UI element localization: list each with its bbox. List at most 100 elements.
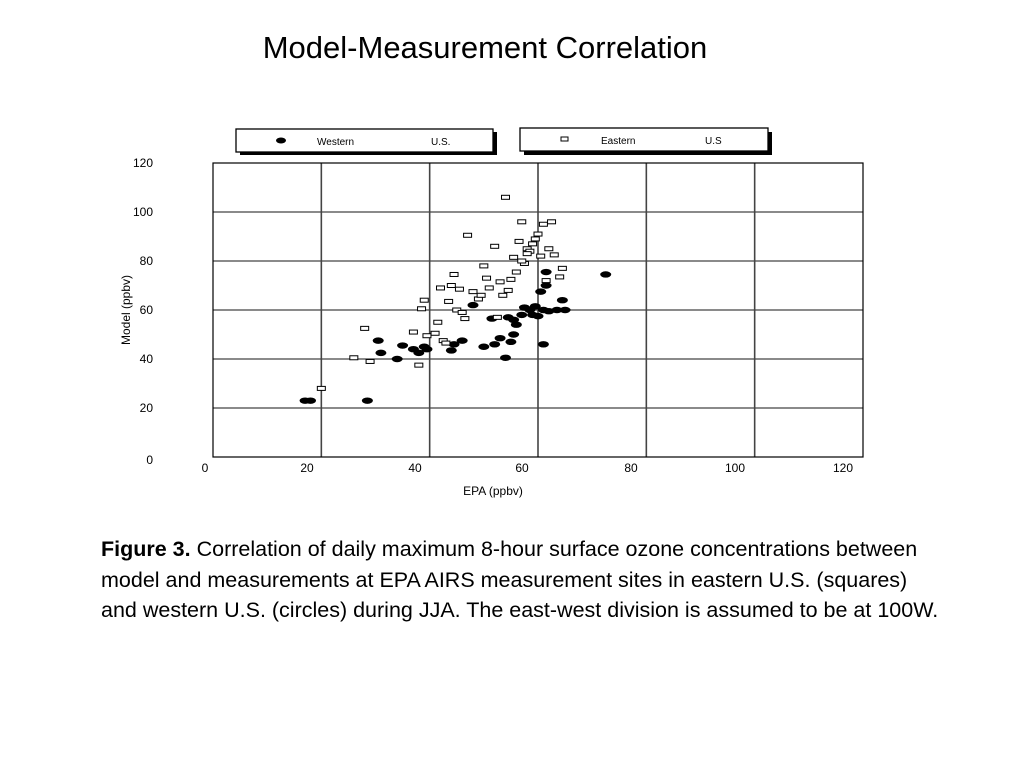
- y-axis-label: Model (ppbv): [119, 275, 133, 345]
- data-point-eastern: [463, 232, 473, 238]
- series-western: [299, 268, 612, 404]
- y-tick-label: 60: [140, 303, 154, 317]
- data-point-western: [372, 337, 384, 344]
- y-tick-label: 80: [140, 254, 154, 268]
- data-point-eastern: [555, 274, 565, 280]
- data-point-western: [559, 306, 571, 314]
- y-tick-label: 20: [140, 401, 154, 415]
- data-point-western: [391, 355, 403, 363]
- data-point-eastern: [422, 333, 432, 339]
- data-point-eastern: [547, 219, 557, 225]
- data-point-western: [305, 397, 316, 404]
- data-point-eastern: [495, 279, 505, 285]
- data-point-western: [361, 397, 373, 404]
- data-point-eastern: [490, 243, 500, 249]
- data-point-western: [551, 306, 563, 314]
- x-tick-label: 80: [624, 461, 638, 475]
- scatter-chart: Western U.S. Eastern U.S 0 20 40 60 80 100 120…: [119, 127, 864, 498]
- data-point-eastern: [514, 238, 524, 244]
- legend-marker-circle: [276, 137, 286, 144]
- slide-title: Model-Measurement Correlation: [262, 30, 708, 65]
- data-point-eastern: [430, 330, 440, 336]
- data-point-eastern: [506, 276, 516, 282]
- data-point-western: [516, 311, 528, 319]
- legend-label-western-us: U.S.: [431, 137, 450, 148]
- data-point-eastern: [484, 285, 494, 291]
- y-tick-labels: 0 20 40 60 80 100 120: [133, 156, 153, 467]
- data-point-western: [500, 354, 511, 361]
- data-point-eastern: [492, 314, 502, 320]
- y-tick-label: 100: [133, 205, 153, 219]
- caption-text: Correlation of daily maximum 8-hour surf…: [101, 537, 939, 622]
- data-point-western: [529, 303, 541, 310]
- data-point-eastern: [533, 231, 543, 237]
- legend: Western U.S. Eastern U.S: [235, 127, 772, 155]
- legend-box: [235, 128, 494, 153]
- data-point-eastern: [544, 246, 554, 252]
- x-axis-label: EPA (ppbv): [463, 484, 523, 498]
- y-tick-label: 120: [133, 156, 153, 170]
- caption-label: Figure 3.: [101, 537, 191, 561]
- data-point-western: [489, 341, 501, 348]
- data-point-western: [540, 268, 552, 276]
- data-point-western: [445, 347, 457, 354]
- data-point-western: [532, 312, 544, 320]
- legend-label-eastern: Eastern: [601, 136, 635, 147]
- x-tick-labels: 0 20 40 60 80 100 120: [202, 461, 854, 475]
- data-point-western: [494, 334, 506, 342]
- data-point-eastern: [468, 289, 478, 295]
- y-tick-label: 0: [146, 453, 153, 467]
- data-point-eastern: [549, 252, 559, 258]
- data-point-eastern: [449, 271, 459, 277]
- data-point-eastern: [482, 275, 492, 281]
- data-point-eastern: [417, 306, 427, 312]
- data-point-western: [508, 331, 520, 338]
- legend-item-western: Western U.S.: [235, 128, 497, 155]
- data-point-eastern: [557, 265, 567, 271]
- data-point-western: [478, 343, 490, 350]
- data-point-eastern: [511, 269, 521, 275]
- data-point-eastern: [522, 251, 532, 257]
- data-point-western: [556, 297, 568, 304]
- data-point-western: [508, 316, 520, 323]
- y-tick-label: 40: [140, 352, 154, 366]
- data-point-eastern: [446, 283, 456, 288]
- data-point-eastern: [444, 298, 454, 304]
- data-point-eastern: [441, 340, 451, 346]
- x-tick-label: 40: [408, 461, 422, 475]
- data-point-eastern: [316, 385, 326, 391]
- x-tick-label: 60: [515, 461, 529, 475]
- data-point-western: [413, 349, 425, 357]
- data-point-western: [540, 282, 552, 289]
- data-point-eastern: [433, 319, 443, 325]
- data-point-western: [375, 349, 387, 357]
- legend-label-eastern-us: U.S: [705, 136, 722, 147]
- data-point-eastern: [517, 219, 527, 225]
- legend-label-western: Western: [317, 137, 354, 148]
- legend-box: [519, 127, 769, 152]
- data-point-eastern: [419, 297, 429, 303]
- data-point-western: [456, 337, 468, 344]
- data-point-western: [421, 346, 433, 353]
- data-point-eastern: [365, 358, 375, 364]
- data-point-western: [467, 301, 479, 309]
- data-point-eastern: [501, 194, 510, 200]
- data-point-western: [397, 342, 409, 349]
- data-point-eastern: [541, 278, 551, 284]
- data-point-eastern: [517, 258, 527, 264]
- x-tick-label: 20: [300, 461, 314, 475]
- legend-item-eastern: Eastern U.S: [519, 127, 772, 155]
- data-point-eastern: [498, 292, 508, 298]
- x-tick-label: 100: [725, 461, 745, 475]
- data-point-eastern: [414, 362, 424, 368]
- data-point-eastern: [479, 263, 489, 269]
- x-tick-label: 120: [833, 461, 853, 475]
- figure-caption: Figure 3. Correlation of daily maximum 8…: [101, 534, 941, 626]
- data-point-eastern: [528, 241, 538, 247]
- data-point-eastern: [349, 355, 359, 361]
- data-point-eastern: [536, 253, 546, 259]
- data-point-eastern: [509, 254, 519, 260]
- data-point-eastern: [503, 287, 513, 293]
- x-tick-label: 0: [202, 461, 209, 475]
- data-point-western: [505, 338, 517, 346]
